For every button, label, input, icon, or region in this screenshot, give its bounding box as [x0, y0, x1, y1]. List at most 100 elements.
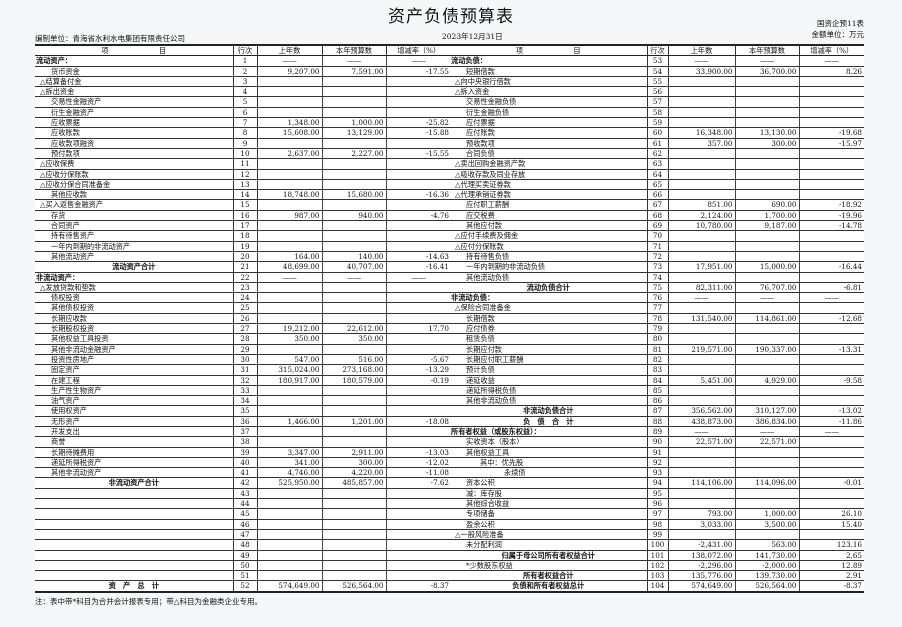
cell-budget — [735, 148, 800, 160]
cell-rate — [386, 519, 451, 530]
cell-rate — [386, 385, 451, 397]
cell-prev — [257, 570, 323, 582]
cell-rate: 8.26 — [799, 66, 864, 77]
row-line-number: 91 — [646, 447, 669, 458]
cell-rate: -15.88 — [386, 127, 451, 139]
total-row: 资 产 总 计 52 574,649.00 526,564.00 -8.37 — [35, 580, 451, 593]
row-label: △卖出回购金融资产款 — [450, 158, 647, 170]
cell-prev: 17,951.00 — [668, 261, 736, 273]
row-line-number: 77 — [646, 302, 669, 314]
cell-rate — [386, 488, 451, 500]
row-label: 递延收益 — [450, 375, 647, 386]
cell-budget: 690.00 — [735, 199, 800, 211]
header-prev: 上年数 — [256, 44, 322, 57]
row-label: 其他非流动负债 — [450, 395, 647, 407]
row-label: 负债和所有者权益总计 — [450, 580, 647, 593]
cell-budget: 4,929.00 — [735, 375, 800, 386]
cell-prev: 3,033.00 — [668, 519, 736, 530]
row-line-number: 67 — [646, 199, 669, 211]
table-row: 盈余公积 98 3,033.00 3,500.00 15.40 — [450, 519, 864, 530]
row-label: 永续债 — [450, 467, 647, 479]
table-row: 其他债权投资 25 — [35, 302, 451, 314]
cell-prev — [668, 230, 736, 242]
row-label — [35, 560, 233, 572]
table-row: 货币资金 2 9,207.00 7,591.00 -17.55 — [35, 66, 451, 77]
cell-prev: 135,776.00 — [668, 570, 736, 582]
row-label — [35, 570, 233, 582]
section-row: 流动资产： 1 —— —— —— — [35, 55, 451, 67]
cell-rate: -13.29 — [386, 364, 451, 376]
row-label: △代理买卖证券款 — [450, 179, 647, 191]
cell-budget: 114,861.00 — [735, 313, 800, 325]
row-line-number: 19 — [232, 241, 258, 252]
row-line-number: 86 — [646, 395, 669, 407]
cell-budget — [322, 550, 387, 561]
cell-budget — [322, 519, 387, 530]
table-row: 47 — [35, 529, 451, 541]
row-label: 合同负债 — [450, 148, 647, 160]
report-date: 2023年12月31日 — [442, 32, 503, 41]
table-row: 递延所得税负债 85 — [450, 385, 864, 397]
cell-budget — [735, 529, 800, 541]
row-line-number: 53 — [646, 55, 669, 67]
header-rate: 增减率（%） — [798, 44, 864, 57]
table-row: 其他非流动资产 41 4,746.00 4,220.00 -11.08 — [35, 467, 451, 479]
cell-budget — [322, 498, 387, 510]
cell-budget — [735, 96, 800, 108]
cell-prev — [257, 107, 323, 119]
row-label: 其他流动资产 — [35, 251, 233, 263]
row-label: △向中央银行借款 — [450, 76, 647, 88]
row-label: 预计负债 — [450, 364, 647, 376]
cell-prev: 16,348.00 — [668, 127, 736, 139]
cell-prev — [257, 550, 323, 561]
row-label — [35, 508, 233, 520]
row-line-number: 85 — [646, 385, 669, 397]
cell-budget — [735, 76, 800, 88]
cell-budget — [735, 251, 800, 263]
table-row: △应收分保账款 12 — [35, 169, 451, 180]
cell-rate: -16.41 — [386, 261, 451, 273]
row-line-number: 26 — [232, 313, 258, 325]
cell-budget — [322, 199, 387, 211]
table-row: 应交税费 68 2,124.00 1,700.00 -19.96 — [450, 210, 864, 222]
cell-rate — [386, 138, 451, 149]
cell-budget — [322, 395, 387, 407]
cell-budget: -2,000.00 — [735, 560, 800, 572]
row-label: 租赁负债 — [450, 333, 647, 345]
cell-rate: -14.78 — [799, 220, 864, 232]
cell-budget — [735, 272, 800, 283]
row-line-number: 74 — [646, 272, 669, 283]
cell-budget: 13,129.00 — [322, 127, 387, 139]
row-line-number: 56 — [646, 86, 669, 98]
cell-budget: 2,911.00 — [322, 447, 387, 458]
table-row: △向中央银行借款 55 — [450, 76, 864, 88]
header-line: 行次 — [646, 44, 668, 57]
cell-rate — [386, 199, 451, 211]
cell-rate — [799, 251, 864, 263]
cell-budget — [735, 179, 800, 191]
cell-rate — [386, 179, 451, 191]
row-line-number: 90 — [646, 436, 669, 448]
cell-budget — [322, 230, 387, 242]
cell-rate — [799, 385, 864, 397]
cell-budget: 526,564.00 — [735, 580, 800, 593]
cell-prev — [668, 169, 736, 180]
table-row: 资本公积 94 114,106.00 114,096.00 -0.01 — [450, 477, 864, 489]
cell-prev — [668, 488, 736, 500]
cell-rate — [386, 158, 451, 170]
row-line-number: 47 — [232, 529, 258, 541]
cell-budget — [322, 539, 387, 551]
cell-budget — [735, 395, 800, 407]
row-line-number: 55 — [646, 76, 669, 88]
cell-budget — [322, 570, 387, 582]
row-line-number: 14 — [232, 189, 258, 201]
row-line-number: 17 — [232, 220, 258, 232]
cell-prev: 138,072.00 — [668, 550, 736, 561]
cell-prev — [257, 508, 323, 520]
amount-unit: 金额单位：万元 — [811, 30, 865, 39]
cell-rate: —— — [386, 272, 451, 283]
row-label: 归属于母公司所有者权益合计 — [450, 550, 647, 561]
row-label: 交易性金融负债 — [450, 96, 647, 108]
cell-rate — [799, 107, 864, 119]
cell-prev: 19,212.00 — [257, 323, 323, 335]
